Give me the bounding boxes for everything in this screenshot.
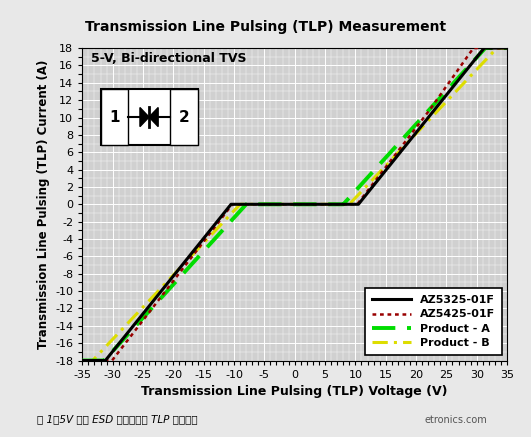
Product - A: [242, 203, 249, 208]
Legend: AZ5325-01F, AZ5425-01F, Product - A, Product - B: AZ5325-01F, AZ5425-01F, Product - A, Pro…: [365, 288, 502, 355]
Product - B: [242, 202, 249, 207]
AZ5425-01F: [470, 45, 477, 51]
Product - A: [496, 45, 502, 51]
Text: 图 1：5V 双向 ESD 保护组件的 TLP 测试曲线: 图 1：5V 双向 ESD 保护组件的 TLP 测试曲线: [37, 415, 198, 424]
AZ5325-01F: [481, 45, 487, 51]
Line: AZ5325-01F: AZ5325-01F: [82, 48, 507, 361]
AZ5325-01F: [450, 84, 456, 89]
Product - B: [79, 358, 85, 363]
Product - A: [482, 45, 489, 51]
Bar: [100, 89, 127, 145]
AZ5325-01F: [260, 202, 267, 207]
Text: 2: 2: [178, 110, 190, 125]
Line: Product - A: Product - A: [82, 48, 507, 361]
AZ5425-01F: [242, 202, 249, 207]
AZ5425-01F: [504, 45, 510, 51]
Text: etronics.com: etronics.com: [425, 415, 487, 424]
AZ5425-01F: [127, 333, 134, 339]
Product - A: [79, 358, 85, 363]
Y-axis label: Transmission Line Pulsing (TLP) Current (A): Transmission Line Pulsing (TLP) Current …: [37, 59, 49, 349]
AZ5425-01F: [450, 74, 456, 80]
Product - A: [450, 81, 456, 86]
AZ5325-01F: [496, 45, 502, 51]
Polygon shape: [149, 108, 158, 127]
Product - A: [153, 301, 159, 306]
AZ5425-01F: [260, 202, 267, 207]
Product - A: [260, 202, 267, 207]
AZ5425-01F: [79, 358, 85, 363]
Text: 1: 1: [109, 110, 119, 125]
AZ5325-01F: [153, 295, 159, 300]
Line: AZ5425-01F: AZ5425-01F: [82, 48, 507, 361]
Product - A: [127, 329, 134, 334]
Product - B: [496, 45, 502, 51]
Bar: [100, 89, 198, 145]
Bar: [170, 89, 198, 145]
Product - B: [127, 318, 134, 323]
AZ5325-01F: [504, 45, 510, 51]
X-axis label: Transmission Line Pulsing (TLP) Voltage (V): Transmission Line Pulsing (TLP) Voltage …: [141, 385, 448, 398]
Product - A: [504, 45, 510, 51]
AZ5425-01F: [153, 301, 159, 306]
Polygon shape: [140, 108, 149, 127]
Product - B: [504, 45, 510, 51]
AZ5325-01F: [79, 358, 85, 363]
Line: Product - B: Product - B: [82, 48, 507, 361]
Product - B: [153, 291, 159, 296]
AZ5425-01F: [496, 45, 502, 51]
Product - B: [260, 202, 267, 207]
Text: 5-V, Bi-directional TVS: 5-V, Bi-directional TVS: [91, 52, 247, 66]
Text: Transmission Line Pulsing (TLP) Measurement: Transmission Line Pulsing (TLP) Measurem…: [85, 20, 446, 34]
Product - B: [494, 45, 500, 51]
AZ5325-01F: [242, 202, 249, 207]
Product - B: [450, 92, 456, 97]
AZ5325-01F: [127, 326, 134, 332]
